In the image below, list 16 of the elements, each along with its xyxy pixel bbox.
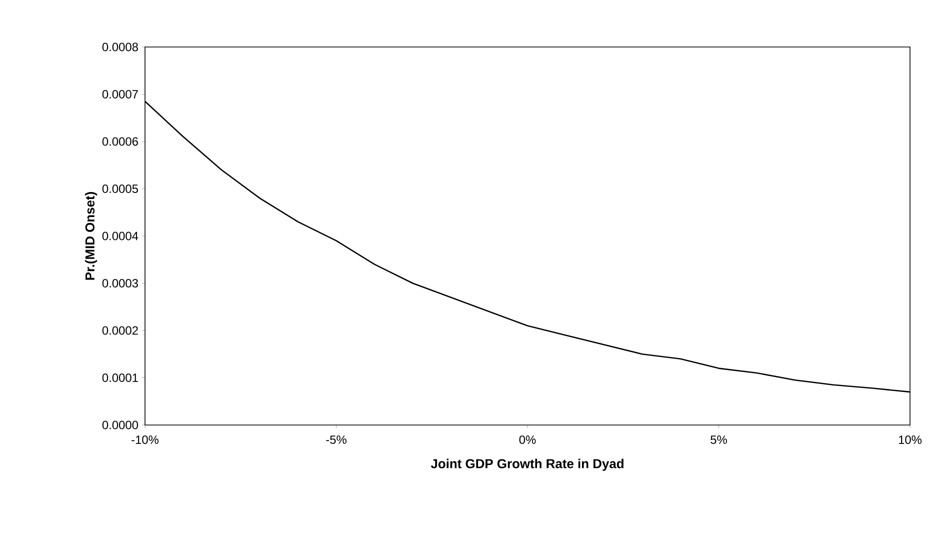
y-tick-label: 0.0005 [102,184,138,193]
y-tick-label: 0.0001 [102,374,138,382]
y-tick-label: 0.0004 [102,232,138,240]
y-tick-label: 0.0002 [102,326,138,335]
y-tick-label: 0.0000 [102,420,138,430]
y-tick-label: 0.0006 [102,137,138,146]
x-axis-title: Joint GDP Growth Rate in Dyad [430,458,624,471]
x-tick-label: 10% [898,435,922,444]
x-tick-label: -10% [132,435,159,444]
y-tick-label: 0.0003 [102,279,138,288]
y-tick-label: 0.0008 [102,42,138,52]
y-axis-title: Pr.(MID Onset) [85,192,98,280]
x-tick-label: -5% [326,435,346,444]
y-tick-label: 0.0007 [102,90,138,98]
x-tick-label: 0% [519,435,536,444]
x-tick-label: 5% [710,435,727,444]
